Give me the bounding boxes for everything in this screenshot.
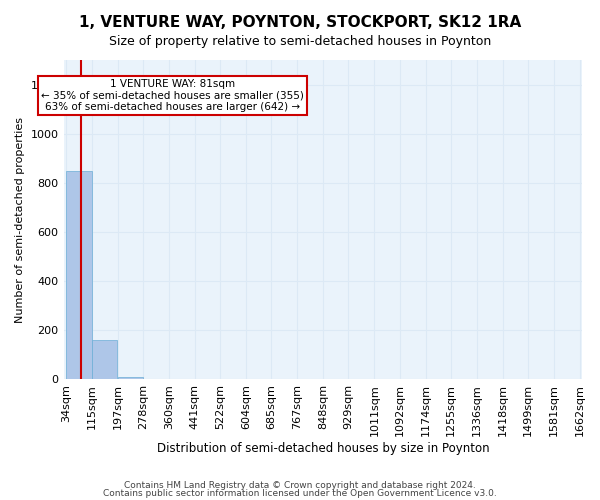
Text: Size of property relative to semi-detached houses in Poynton: Size of property relative to semi-detach… [109,35,491,48]
Y-axis label: Number of semi-detached properties: Number of semi-detached properties [15,116,25,322]
Text: 1, VENTURE WAY, POYNTON, STOCKPORT, SK12 1RA: 1, VENTURE WAY, POYNTON, STOCKPORT, SK12… [79,15,521,30]
Bar [92,340,117,380]
Text: 1 VENTURE WAY: 81sqm
← 35% of semi-detached houses are smaller (355)
63% of semi: 1 VENTURE WAY: 81sqm ← 35% of semi-detac… [41,79,304,112]
X-axis label: Distribution of semi-detached houses by size in Poynton: Distribution of semi-detached houses by … [157,442,489,455]
Text: Contains HM Land Registry data © Crown copyright and database right 2024.: Contains HM Land Registry data © Crown c… [124,481,476,490]
Bar [66,170,92,380]
Text: Contains public sector information licensed under the Open Government Licence v3: Contains public sector information licen… [103,488,497,498]
Bar [118,377,143,380]
